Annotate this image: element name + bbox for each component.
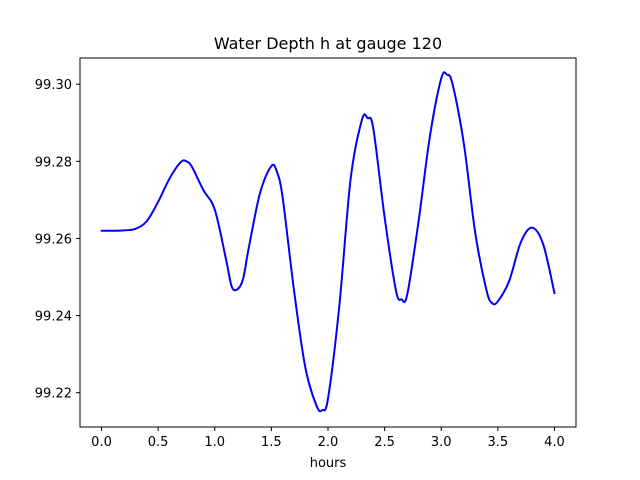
y-tick-label: 99.30 [35,78,72,93]
axis-ticks: 0.0 0.5 1.0 1.5 2.0 2.5 3.0 3.5 4.0 99.22 99.24 99.… [35,78,565,450]
chart-title: Water Depth h at gauge 120 [214,34,442,53]
y-tick-label: 99.28 [35,155,72,170]
x-tick-label: 3.0 [431,435,452,450]
x-tick-label: 2.0 [318,435,339,450]
x-tick-label: 3.5 [488,435,509,450]
x-tick-label: 0.5 [148,435,169,450]
plot-frame [79,57,577,428]
x-tick-label: 0.0 [91,435,112,450]
series-line [100,71,556,413]
x-tick-label: 2.5 [374,435,395,450]
y-tick-label: 99.26 [35,232,72,247]
x-tick-label: 4.0 [544,435,565,450]
y-tick-label: 99.24 [35,310,72,325]
x-tick-label: 1.5 [261,435,282,450]
x-axis-label: hours [310,456,347,471]
x-tick-label: 1.0 [204,435,225,450]
y-tick-label: 99.22 [35,387,72,402]
